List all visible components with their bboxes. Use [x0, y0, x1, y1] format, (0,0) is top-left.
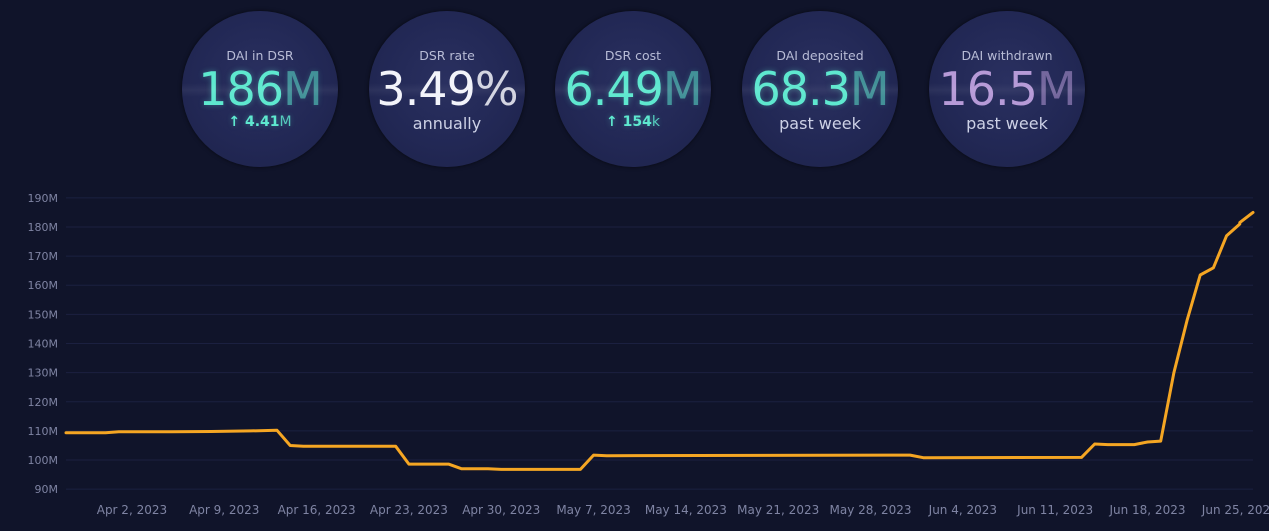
y-tick-label: 130M [28, 367, 59, 380]
stat-label: DAI deposited [776, 48, 864, 63]
stat-number: 68.3 [751, 62, 850, 116]
stat-value: 3.49% [369, 62, 525, 116]
stat-dai-withdrawn: DAI withdrawn 16.5M past week [929, 11, 1085, 167]
line-chart: 90M 100M 110M 120M 130M 140M 150M 160M 170M 180M 1… [28, 192, 1269, 517]
stat-value: 68.3M [742, 62, 898, 116]
stat-delta: ↑ 4.41M [182, 114, 338, 130]
delta-value: 154 [622, 114, 652, 130]
stat-number: 6.49 [564, 62, 663, 116]
x-tick-label: May 28, 2023 [829, 503, 911, 517]
stat-value: 6.49M [555, 62, 711, 116]
stat-number: 186 [198, 62, 284, 116]
y-tick-label: 170M [28, 250, 59, 263]
stat-unit: M [283, 62, 323, 116]
x-tick-label: May 21, 2023 [737, 503, 819, 517]
series-line [64, 210, 1255, 471]
stat-unit: M [662, 62, 703, 116]
x-tick-label: Jun 11, 2023 [1016, 503, 1093, 517]
y-tick-label: 110M [28, 425, 59, 438]
y-tick-label: 150M [28, 308, 59, 321]
y-tick-label: 90M [35, 483, 59, 496]
stat-label: DSR rate [419, 48, 475, 63]
arrow-up-icon: ↑ [606, 114, 618, 130]
stat-subtitle: past week [966, 114, 1048, 133]
y-tick-label: 190M [28, 192, 59, 205]
x-tick-label: Jun 25, 2023 [1201, 503, 1269, 517]
delta-value: 4.41 [244, 114, 280, 130]
stat-subtitle: annually [412, 114, 482, 133]
stat-number: 3.49 [376, 62, 475, 116]
stat-label: DAI withdrawn [961, 48, 1053, 63]
y-tick-label: 160M [28, 279, 59, 292]
stat-unit: % [474, 62, 519, 116]
x-tick-label: May 14, 2023 [645, 503, 727, 517]
stat-number: 16.5 [938, 62, 1037, 116]
stat-dai-deposited: DAI deposited 68.3M past week [742, 11, 898, 167]
dai-in-dsr-chart: 90M 100M 110M 120M 130M 140M 150M 160M 170M 180M 1… [0, 184, 1269, 531]
stat-subtitle: past week [779, 114, 861, 133]
x-tick-label: Jun 4, 2023 [928, 503, 997, 517]
x-tick-label: Apr 9, 2023 [189, 503, 259, 517]
stat-delta: ↑ 154k [555, 114, 711, 130]
y-tick-label: 120M [28, 396, 59, 409]
stats-bar: DAI in DSR 186M ↑ 4.41M DSR rate 3.49% a… [0, 11, 1269, 169]
stat-dsr-rate: DSR rate 3.49% annually [369, 11, 525, 167]
stat-unit: M [1036, 62, 1077, 116]
y-tick-label: 180M [28, 221, 59, 234]
x-tick-label: Apr 23, 2023 [370, 503, 448, 517]
stat-label: DAI in DSR [226, 48, 294, 63]
stat-dsr-cost: DSR cost 6.49M ↑ 154k [555, 11, 711, 167]
x-tick-label: Apr 2, 2023 [97, 503, 167, 517]
stat-dai-in-dsr: DAI in DSR 186M ↑ 4.41M [182, 11, 338, 167]
y-tick-label: 100M [28, 454, 59, 467]
stat-value: 16.5M [929, 62, 1085, 116]
stat-label: DSR cost [604, 48, 662, 63]
x-tick-label: Apr 30, 2023 [462, 503, 540, 517]
delta-unit: M [279, 114, 292, 130]
x-tick-label: Jun 18, 2023 [1108, 503, 1185, 517]
arrow-up-icon: ↑ [228, 114, 241, 130]
stat-unit: M [849, 62, 890, 116]
x-tick-label: Apr 16, 2023 [278, 503, 356, 517]
y-tick-label: 140M [28, 338, 59, 351]
delta-unit: k [651, 114, 660, 130]
stat-value: 186M [182, 62, 338, 116]
x-tick-label: May 7, 2023 [556, 503, 630, 517]
